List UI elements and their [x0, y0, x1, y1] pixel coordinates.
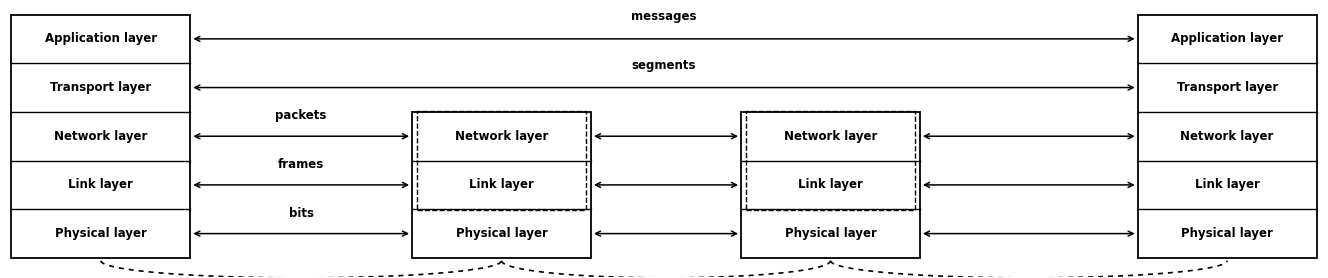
Text: segments: segments: [632, 59, 696, 72]
Text: Link layer: Link layer: [798, 178, 863, 192]
Text: Network layer: Network layer: [784, 130, 878, 143]
Text: Network layer: Network layer: [454, 130, 548, 143]
Bar: [741, 112, 920, 258]
Text: Link layer: Link layer: [1195, 178, 1259, 192]
Text: Application layer: Application layer: [1171, 32, 1283, 45]
Text: frames: frames: [278, 158, 324, 171]
Text: Network layer: Network layer: [1181, 130, 1274, 143]
Bar: [412, 112, 591, 258]
Text: Physical layer: Physical layer: [785, 227, 876, 240]
Text: Physical layer: Physical layer: [54, 227, 147, 240]
Text: Link layer: Link layer: [469, 178, 534, 192]
Bar: [417, 111, 586, 210]
Text: Transport layer: Transport layer: [50, 81, 151, 94]
Text: messages: messages: [631, 11, 697, 23]
Text: Link layer: Link layer: [69, 178, 133, 192]
Text: packets: packets: [275, 109, 327, 122]
Bar: [746, 111, 915, 210]
Bar: [12, 14, 190, 258]
Text: Physical layer: Physical layer: [456, 227, 547, 240]
Text: Network layer: Network layer: [54, 130, 147, 143]
Text: Physical layer: Physical layer: [1181, 227, 1274, 240]
Text: Application layer: Application layer: [45, 32, 157, 45]
Bar: [1138, 14, 1316, 258]
Text: Transport layer: Transport layer: [1177, 81, 1278, 94]
Text: bits: bits: [288, 207, 313, 220]
